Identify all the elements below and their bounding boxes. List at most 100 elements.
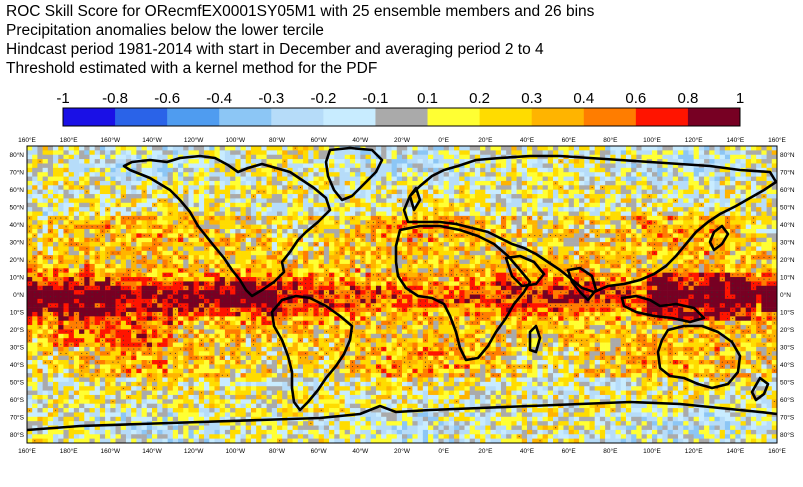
grid-cell [141, 211, 148, 217]
grid-cell [334, 390, 340, 396]
grid-cell [334, 211, 340, 217]
grid-cell [42, 403, 49, 409]
grid-cell [250, 202, 257, 208]
grid-cell [125, 185, 132, 190]
grid-cell [344, 159, 351, 164]
grid-cell [303, 146, 309, 151]
grid-cell [32, 194, 38, 199]
grid-cell [214, 194, 221, 199]
grid-cell [105, 298, 111, 304]
grid-cell [27, 150, 33, 156]
grid-cell [68, 386, 75, 391]
grid-cell [89, 207, 96, 212]
grid-cell [47, 146, 54, 151]
grid-cell [386, 211, 392, 217]
grid-cell [339, 255, 346, 260]
grid-cell [141, 167, 148, 173]
grid-cell [318, 246, 325, 252]
grid-cell [58, 272, 64, 278]
grid-cell [131, 381, 137, 387]
grid-cell [167, 176, 174, 182]
grid-cell [94, 408, 101, 413]
grid-cell [42, 246, 49, 252]
grid-cell [172, 198, 179, 204]
grid-cell [94, 146, 101, 151]
grid-cell [89, 386, 96, 391]
grid-cell [329, 320, 335, 326]
grid-cell [58, 194, 64, 199]
grid-cell [58, 263, 64, 269]
grid-cell [73, 364, 80, 370]
grid-cell [334, 242, 340, 247]
grid-cell [277, 403, 283, 409]
longitude-axis-top: 160°E 180°E 160°W 140°W 120°W 100°W 80°W 60°W 40… [18, 136, 786, 144]
grid-cell [146, 255, 153, 260]
grid-cell [89, 189, 96, 195]
lon-label-top: 160°W [101, 136, 121, 144]
grid-cell [256, 246, 262, 252]
grid-cell [115, 390, 122, 396]
grid-cell [73, 255, 80, 260]
grid-cell [256, 180, 262, 186]
grid-cell [245, 386, 252, 391]
grid-cell [292, 386, 299, 391]
grid-cell [282, 429, 288, 435]
grid-cell [297, 403, 304, 409]
grid-cell [349, 381, 356, 387]
grid-cell [235, 429, 241, 435]
grid-cell [250, 386, 257, 391]
grid-cell [245, 320, 252, 326]
grid-cell [183, 290, 189, 295]
grid-cell [240, 333, 247, 339]
grid-cell [355, 150, 361, 156]
grid-cell [308, 176, 314, 182]
grid-cell [152, 207, 158, 212]
grid-cell [349, 386, 356, 391]
grid-cell [344, 180, 351, 186]
grid-cell [271, 233, 278, 239]
grid-cell [303, 412, 309, 418]
grid-cell [318, 233, 325, 239]
grid-cell [37, 180, 43, 186]
grid-cell [115, 246, 122, 252]
grid-cell [99, 307, 106, 313]
grid-cell [381, 360, 387, 365]
grid-cell [115, 403, 122, 409]
grid-cell [188, 351, 194, 356]
grid-cell [303, 390, 309, 396]
grid-cell [73, 154, 80, 160]
grid-cell [245, 360, 252, 365]
grid-cell [47, 438, 54, 443]
grid-cell [375, 159, 382, 164]
grid-cell [32, 346, 38, 352]
grid-cell [334, 272, 340, 278]
grid-cell [360, 360, 366, 365]
grid-cell [271, 194, 278, 199]
grid-cell [256, 386, 262, 391]
grid-cell [323, 202, 330, 208]
grid-cell [224, 368, 231, 374]
grid-cell [73, 377, 80, 383]
grid-cell [162, 268, 168, 273]
grid-cell [42, 320, 49, 326]
grid-cell [277, 180, 283, 186]
grid-cell [355, 399, 361, 404]
grid-cell [89, 403, 96, 409]
grid-cell [79, 307, 85, 313]
grid-cell [183, 373, 189, 378]
grid-cell [136, 154, 142, 160]
grid-cell [94, 394, 101, 400]
grid-cell [375, 320, 382, 326]
grid-cell [277, 325, 283, 330]
grid-cell [94, 294, 101, 300]
lat-label-right: 10°N [780, 274, 795, 282]
grid-cell [27, 233, 33, 239]
grid-cell [136, 259, 142, 265]
grid-cell [209, 237, 215, 243]
grid-cell [323, 325, 330, 330]
grid-cell [349, 228, 356, 234]
grid-cell [396, 172, 403, 177]
grid-cell [271, 412, 278, 418]
grid-cell [58, 189, 64, 195]
grid-cell [79, 250, 85, 256]
